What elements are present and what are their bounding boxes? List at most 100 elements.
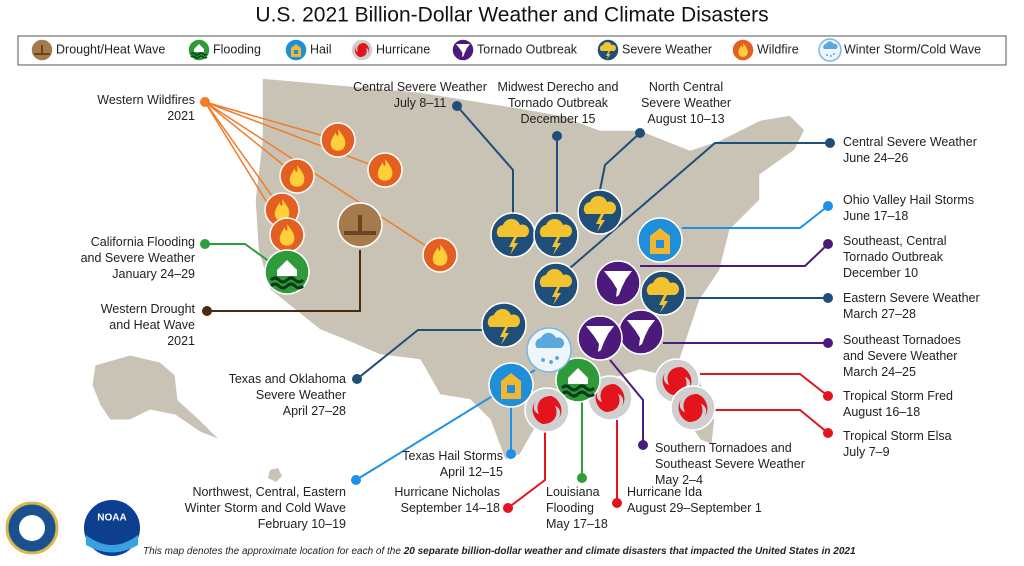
callout-dot <box>351 475 361 485</box>
hawaii <box>268 468 282 482</box>
icon-glyph <box>568 368 588 384</box>
noaa-text: NOAA <box>97 513 126 524</box>
event-label: Northwest, Central, Eastern Winter Storm … <box>185 485 346 531</box>
event-label-line: February 10–19 <box>258 517 346 531</box>
event-label: Southeast Tornadoes and Severe Weather Mar… <box>843 333 961 379</box>
noaa-wave <box>86 535 138 553</box>
event-label-line: December 10 <box>843 266 918 280</box>
callout-dot <box>202 306 212 316</box>
icon-glyph <box>583 195 616 214</box>
event-label-line: Severe Weather <box>641 96 731 110</box>
event-label: Tropical Storm Elsa July 7–9 <box>843 429 952 459</box>
event-label: Ohio Valley Hail Storms June 17–18 <box>843 193 974 223</box>
legend-label: Flooding <box>213 42 261 56</box>
event-label-line: August 10–13 <box>647 112 724 126</box>
callout-line <box>356 329 482 380</box>
legend-label: Wildfire <box>757 42 799 56</box>
event-label-line: Western Wildfires <box>97 93 195 107</box>
callout-line <box>204 101 339 141</box>
callout-dot <box>823 391 833 401</box>
event-label: Central Severe Weather June 24–26 <box>843 135 977 165</box>
event-label-line: Central Severe Weather <box>843 135 977 149</box>
icon-bolt <box>500 327 509 345</box>
callout-line <box>204 101 441 256</box>
event-label: Southeast, Central Tornado Outbreak Decemb… <box>843 234 947 280</box>
event-label-line: Northwest, Central, Eastern <box>192 485 346 499</box>
callout-dot <box>823 428 833 438</box>
alaska <box>91 354 221 441</box>
event-label-line: and Severe Weather <box>81 251 195 265</box>
callout-line <box>682 205 829 229</box>
event-label: Western Wildfires 2021 <box>97 93 195 123</box>
event-label-line: Tornado Outbreak <box>508 96 609 110</box>
legend-label: Hurricane <box>376 42 430 56</box>
callout-dot <box>552 131 562 141</box>
event-label-line: Tropical Storm Fred <box>843 389 953 403</box>
event-label-line: April 12–15 <box>440 465 503 479</box>
event-label-line: Midwest Derecho and <box>498 80 619 94</box>
legend-label: Hail <box>310 42 332 56</box>
callout-dot <box>823 293 833 303</box>
icon-glyph <box>646 276 679 295</box>
icons <box>264 122 716 433</box>
icon-glyph <box>823 41 838 57</box>
callout-line <box>640 243 829 267</box>
callout-line <box>204 101 298 177</box>
icon-glyph <box>274 199 290 221</box>
event-label-line: Southeast Tornadoes <box>843 333 961 347</box>
icon-glyph <box>627 320 655 346</box>
event-label-line: Western Drought <box>101 302 196 316</box>
icon-glyph <box>496 218 529 237</box>
icon-waves <box>560 384 596 398</box>
callout-line <box>456 105 514 213</box>
event-label-line: September 14–18 <box>401 501 500 515</box>
callout-dot <box>506 449 516 459</box>
event-label-line: Hurricane Ida <box>627 485 702 499</box>
event-label-line: July 8–11 <box>394 96 447 110</box>
footer-bold: 20 separate billion-dollar weather and c… <box>403 546 856 557</box>
event-label-line: Winter Storm and Cold Wave <box>185 501 346 515</box>
icon-glyph <box>487 308 520 327</box>
icon-glyph <box>738 43 748 57</box>
event-label-line: North Central <box>649 80 723 94</box>
callout-dot <box>200 97 210 107</box>
event-label-line: August 29–September 1 <box>627 501 762 515</box>
map-title: U.S. 2021 Billion-Dollar Weather and Cli… <box>255 4 768 27</box>
event-label-line: March 27–28 <box>843 307 916 321</box>
event-label: Eastern Severe Weather March 27–28 <box>843 291 980 321</box>
event-label: Tropical Storm Fred August 16–18 <box>843 389 953 419</box>
callout-line <box>207 250 361 312</box>
callout-dot <box>503 503 513 513</box>
icon-glyph <box>279 224 295 246</box>
callout-dot <box>638 440 648 450</box>
event-label-line: Eastern Severe Weather <box>843 291 980 305</box>
callout-dot <box>200 239 210 249</box>
event-label-line: August 16–18 <box>843 405 920 419</box>
noaa-logo <box>84 500 140 556</box>
icon-glyph <box>354 43 370 57</box>
commerce-emblem <box>19 515 45 541</box>
callout-dot <box>823 239 833 249</box>
icon-glyph <box>678 394 708 422</box>
event-label: Texas Hail Storms April 12–15 <box>402 449 503 479</box>
event-label-line: Southern Tornadoes and <box>655 441 792 455</box>
event-label-line: June 17–18 <box>843 209 908 223</box>
event-label-line: Texas Hail Storms <box>402 449 503 463</box>
event-label-line: and Heat Wave <box>109 318 195 332</box>
event-label: North Central Severe Weather August 10–13 <box>641 80 731 126</box>
event-label-line: Hurricane Nicholas <box>394 485 500 499</box>
event-label: Hurricane Ida August 29–September 1 <box>627 485 762 515</box>
event-label-line: June 24–26 <box>843 151 908 165</box>
event-label: Hurricane Nicholas September 14–18 <box>394 485 500 515</box>
icon-glyph <box>194 44 204 52</box>
icon-glyph <box>432 244 448 266</box>
event-label-line: and Severe Weather <box>843 349 957 363</box>
icon-glyph <box>291 44 301 57</box>
footer-text: This map denotes the approximate locatio… <box>143 546 401 557</box>
event-label: Southern Tornadoes and Southeast Severe W… <box>655 441 805 487</box>
icon-glyph <box>456 44 470 57</box>
event-label-line: Southeast, Central <box>843 234 947 248</box>
event-label-line: Tornado Outbreak <box>843 250 944 264</box>
icon-bolt <box>552 237 561 255</box>
event-label: Louisiana Flooding May 17–18 <box>546 485 608 531</box>
